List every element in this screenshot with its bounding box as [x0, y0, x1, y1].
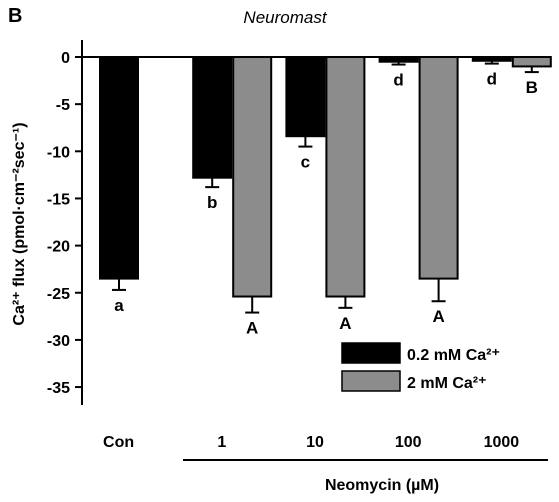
bar-high-ca	[233, 57, 271, 297]
significance-label: b	[207, 193, 217, 212]
bar-low-ca	[286, 57, 324, 136]
y-tick-label: -10	[47, 144, 70, 161]
significance-label: c	[301, 153, 310, 172]
x-tick-label: 1	[217, 434, 226, 451]
x-tick-label: 100	[395, 434, 422, 451]
bar-high-ca	[326, 57, 364, 297]
panel-label: B	[8, 5, 22, 27]
bar-low-ca	[100, 57, 138, 279]
significance-label: B	[526, 78, 538, 97]
y-tick-label: -15	[47, 191, 70, 208]
significance-label: d	[393, 71, 403, 90]
bars-group: a b Ac Ad Ad B	[100, 57, 551, 338]
y-tick-label: 0	[61, 50, 70, 67]
legend-label: 2 mM Ca²⁺	[407, 375, 487, 392]
y-tick-label: -25	[47, 286, 70, 303]
y-tick-label: -5	[56, 97, 70, 114]
significance-label: d	[487, 70, 497, 89]
bar-high-ca	[513, 57, 551, 66]
significance-label: a	[114, 296, 124, 315]
y-axis: 0 -5 -10 -15 -20 -25 -30 -35	[47, 40, 82, 405]
x-axis-label: Neomycin (µM)	[325, 477, 439, 494]
legend: 0.2 mM Ca²⁺ 2 mM Ca²⁺	[342, 343, 500, 392]
significance-label: A	[246, 319, 258, 338]
x-tick-label: 10	[306, 434, 324, 451]
legend-swatch	[342, 343, 400, 363]
legend-swatch	[342, 371, 400, 391]
y-tick-label: -35	[47, 380, 70, 397]
x-tick-label: Con	[103, 434, 134, 451]
significance-label: A	[432, 307, 444, 326]
x-tick-label: 1000	[484, 434, 520, 451]
bar-high-ca	[420, 57, 458, 279]
y-tick-label: -20	[47, 239, 70, 256]
bar-low-ca	[193, 57, 231, 178]
y-axis-label: Ca²⁺ flux (pmol·cm⁻²sec⁻¹)	[11, 122, 28, 325]
legend-label: 0.2 mM Ca²⁺	[407, 347, 500, 364]
significance-label: A	[339, 314, 351, 333]
chart-title: Neuromast	[243, 8, 327, 27]
y-tick-label: -30	[47, 333, 70, 350]
